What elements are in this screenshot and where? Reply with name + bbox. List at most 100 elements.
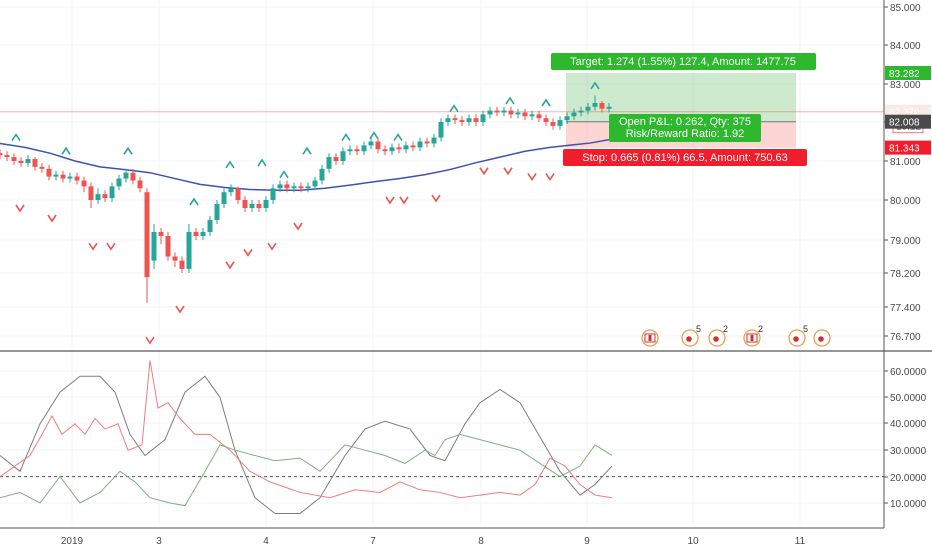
candle-body (221, 192, 227, 204)
candle (172, 252, 178, 267)
candle (501, 106, 507, 117)
events-layer[interactable]: 5 2 2 5 (641, 324, 831, 347)
flag-icon-leaf (648, 335, 652, 341)
candle-body (0, 153, 3, 156)
candle (438, 118, 444, 142)
event-marker[interactable]: 5 (788, 324, 808, 347)
osc-tick-label: 10.0000 (890, 499, 927, 510)
candle (39, 162, 45, 173)
candle (571, 108, 577, 121)
price-tick-label: 78.200 (890, 269, 921, 280)
candle-body (186, 232, 192, 269)
oscillator-series-line (0, 433, 613, 507)
time-tick-label: 11 (795, 536, 806, 547)
event-marker[interactable] (641, 329, 659, 347)
candle (585, 103, 591, 115)
candle-body (53, 174, 59, 177)
candle (95, 188, 101, 204)
dot-icon (793, 336, 799, 342)
moving-average-line (0, 138, 611, 191)
candle-body (417, 141, 423, 148)
candle-body (361, 145, 367, 152)
candle-body (137, 180, 143, 189)
sell-signal-icon (175, 305, 185, 314)
candle (151, 224, 157, 269)
candle (382, 145, 388, 156)
price-tick-label: 84.000 (890, 41, 921, 52)
price-tick-label: 83.000 (890, 80, 921, 91)
candle-body (144, 192, 150, 278)
event-marker[interactable] (813, 329, 831, 347)
buy-signal-icon (11, 133, 21, 142)
candle-body (242, 200, 248, 208)
candle (116, 174, 122, 191)
candle-body (207, 220, 213, 232)
candle (284, 180, 290, 193)
candle (81, 176, 87, 193)
buy-signal-icon (225, 160, 235, 169)
current-price-badge-text: 82.270 (889, 108, 920, 119)
candle (326, 153, 332, 173)
stop-box: Stop: 0.665 (0.81%) 66.5, Amount: 750.63 (563, 149, 807, 166)
buy-signal-icon (341, 133, 351, 142)
event-marker[interactable]: 2 (743, 324, 763, 347)
candle-body (102, 194, 108, 199)
price-tick-label: 81.000 (890, 157, 921, 168)
candle (32, 157, 38, 171)
candle-body (326, 157, 332, 169)
candle (256, 200, 262, 212)
sell-signal-icon (293, 222, 303, 231)
candle-body (39, 166, 45, 169)
candle-body (578, 110, 584, 113)
candle-body (32, 159, 38, 167)
candle-body (305, 186, 311, 189)
entry-price-badge: 82.008 (885, 114, 931, 129)
candle (242, 196, 248, 212)
candle (319, 164, 325, 185)
candle-body (74, 176, 80, 181)
candle (165, 232, 171, 261)
price-tick-label: 76.700 (890, 332, 921, 343)
entry-price-badge-bg (885, 114, 931, 129)
candle-body (347, 149, 353, 152)
candle (410, 141, 416, 152)
sell-signal-icon (15, 204, 25, 213)
moving-average-layer (0, 138, 611, 191)
price-tick-label: 80.000 (890, 196, 921, 207)
osc-tick-label: 30.0000 (890, 446, 927, 457)
candle-body (228, 188, 234, 193)
target-box: Target: 1.274 (1.55%) 127.4, Amount: 147… (551, 53, 816, 70)
candle-body (550, 122, 556, 126)
candle (179, 256, 185, 273)
candle-body (487, 110, 493, 115)
sell-signal-icon (243, 248, 253, 257)
sell-signal-icon (431, 194, 441, 203)
candle-body (368, 141, 374, 146)
candle-body (116, 178, 122, 187)
candle-body (263, 200, 269, 208)
candle-body (200, 232, 206, 236)
price-tick-label: 85.000 (890, 3, 921, 14)
sell-signal-icon (88, 242, 98, 251)
candle-body (557, 120, 563, 126)
sell-signal-icon (385, 196, 395, 205)
event-marker[interactable]: 5 (681, 324, 701, 347)
event-marker[interactable]: 2 (708, 324, 728, 347)
candle-body (599, 103, 605, 109)
candle (221, 188, 227, 208)
candle-body (18, 161, 24, 163)
oscillator-series-line (0, 375, 613, 515)
candle (207, 216, 213, 236)
candle (228, 184, 234, 197)
candle (25, 155, 31, 167)
oscillator-layer (0, 360, 884, 515)
candle (340, 147, 346, 165)
candle (564, 112, 570, 124)
candle-body (319, 168, 325, 181)
candle-body (81, 180, 87, 187)
candle-body (46, 168, 52, 177)
oscillator-series-line (0, 360, 613, 499)
